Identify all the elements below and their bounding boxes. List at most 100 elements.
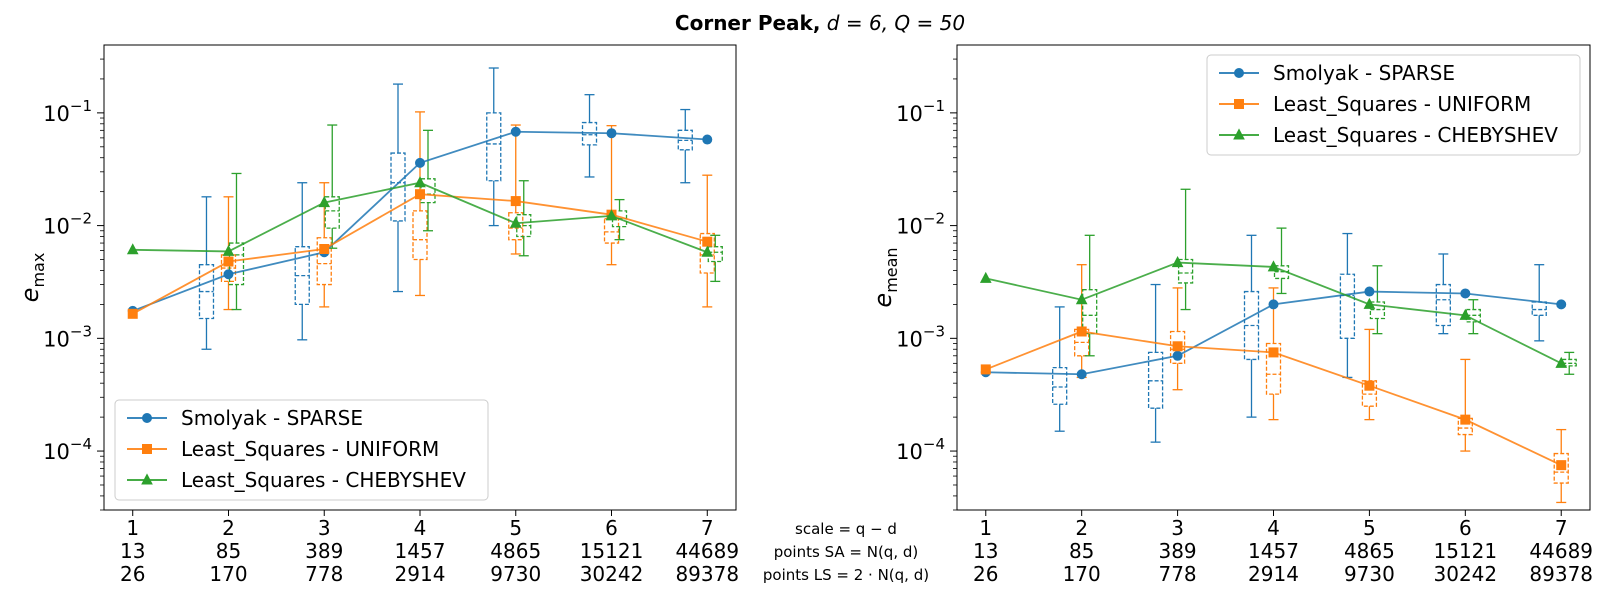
boxplot-uniform — [1361, 328, 1378, 421]
boxplot-chebyshev — [420, 129, 436, 232]
plot-frame — [956, 44, 1591, 511]
plot-frame — [103, 44, 737, 511]
x-tick-label-points-ls: 170 — [209, 562, 247, 586]
y-axis-label: emax — [16, 253, 48, 303]
legend: Smolyak - SPARSE Least_Squares - UNIFORM L… — [114, 399, 489, 501]
x-tick-label-points-ls: 778 — [305, 562, 343, 586]
x-tick-label-points-ls: 26 — [120, 562, 145, 586]
y-tick-exponent: −2 — [923, 210, 945, 228]
y-tick-label: 10−4 — [43, 435, 92, 464]
x-tick-label-scale: 5 — [1363, 516, 1376, 540]
legend-marker-sparse — [142, 413, 152, 423]
boxplot-uniform — [1169, 287, 1186, 391]
x-tick-label-points-sa: 4865 — [1344, 539, 1395, 563]
y-tick-base: 10 — [43, 440, 70, 464]
boxplot-chebyshev — [516, 180, 532, 257]
legend-label-chebyshev: Least_Squares - CHEBYSHEV — [1273, 123, 1558, 147]
boxplot-uniform — [1457, 358, 1473, 452]
y-tick-exponent: −3 — [923, 322, 945, 340]
data-point-chebyshev — [1459, 308, 1472, 320]
x-tick-label-points-sa: 15121 — [1434, 539, 1498, 563]
data-point-sparse — [1268, 299, 1279, 310]
boxplot-chebyshev — [324, 124, 340, 249]
boxplot-sparse — [677, 108, 693, 184]
y-tick-exponent: −4 — [70, 435, 92, 453]
boxplot-uniform — [508, 124, 524, 255]
y-tick-base: 10 — [896, 102, 923, 126]
boxplot-uniform — [316, 182, 332, 308]
x-tick-label-points-ls: 170 — [1063, 562, 1101, 586]
data-point-uniform — [1076, 326, 1087, 337]
x-tick-label-points-sa: 44689 — [1529, 539, 1593, 563]
legend-marker-uniform — [142, 444, 152, 454]
data-point-uniform — [980, 364, 991, 375]
y-tick-base: 10 — [896, 215, 923, 239]
box-iqr — [1082, 289, 1098, 335]
data-point-sparse — [223, 269, 234, 280]
y-tick-label: 10−1 — [43, 97, 92, 126]
x-tick-label-points-sa: 13 — [120, 539, 145, 563]
data-point-chebyshev — [701, 245, 714, 257]
data-point-sparse — [1172, 350, 1183, 361]
x-tick-label-scale: 1 — [126, 516, 139, 540]
data-point-sparse — [415, 157, 425, 168]
data-point-chebyshev — [509, 216, 522, 228]
legend: Smolyak - SPARSE Least_Squares - UNIFORM L… — [1206, 54, 1581, 156]
boxplot-chebyshev — [1177, 188, 1194, 311]
figure-title: Corner Peak, d = 6, Q = 50 — [675, 11, 965, 35]
x-tick-label-points-ls: 30242 — [1434, 562, 1498, 586]
data-point-sparse — [1460, 288, 1471, 299]
box-iqr — [1369, 301, 1386, 320]
chart-panel-1: 10−410−310−210−1emax11326285170338977841… — [16, 44, 739, 586]
boxplot-sparse — [1147, 283, 1164, 443]
data-point-chebyshev — [126, 243, 139, 255]
y-tick-exponent: −3 — [70, 322, 92, 340]
data-point-chebyshev — [605, 209, 618, 221]
box-iqr — [412, 210, 428, 261]
boxplot-chebyshev — [228, 172, 245, 311]
x-tick-label-scale: 7 — [1555, 516, 1568, 540]
x-tick-label-scale: 4 — [1267, 516, 1280, 540]
x-tick-label-scale: 2 — [1075, 516, 1088, 540]
legend-marker-chebyshev — [141, 473, 153, 485]
data-point-uniform — [127, 308, 138, 319]
data-point-uniform — [702, 236, 713, 247]
x-tick-label-scale: 7 — [701, 516, 714, 540]
y-tick-base: 10 — [896, 327, 923, 351]
center-label-points-ls: points LS = 2 · N(q, d) — [763, 566, 929, 584]
x-tick-label-points-ls: 2914 — [395, 562, 446, 586]
x-tick-label-points-ls: 89378 — [1529, 562, 1593, 586]
boxplot-sparse — [1052, 306, 1068, 432]
boxplot-uniform — [1553, 428, 1569, 504]
y-tick-label: 10−2 — [43, 210, 92, 239]
y-tick-exponent: −1 — [70, 97, 92, 115]
data-point-sparse — [1556, 299, 1567, 310]
x-tick-label-scale: 6 — [605, 516, 618, 540]
box-iqr — [390, 152, 406, 222]
box-iqr — [699, 232, 715, 274]
boxplot-chebyshev — [1369, 265, 1386, 335]
x-tick-label-points-sa: 15121 — [580, 539, 644, 563]
y-tick-base: 10 — [896, 440, 923, 464]
x-tick-label-points-sa: 13 — [973, 539, 998, 563]
y-tick-exponent: −2 — [70, 210, 92, 228]
legend-label-sparse: Smolyak - SPARSE — [1273, 61, 1455, 85]
box-iqr — [1265, 342, 1282, 395]
boxplot-sparse — [198, 196, 215, 350]
legend-marker-chebyshev — [1233, 128, 1245, 140]
boxplot-uniform — [603, 125, 620, 266]
boxplot-sparse — [1435, 253, 1451, 335]
x-tick-label-points-ls: 778 — [1158, 562, 1196, 586]
legend-label-uniform: Least_Squares - UNIFORM — [181, 437, 439, 461]
legend-marker-sparse — [1234, 68, 1244, 78]
y-axis-label-main: e — [869, 293, 897, 308]
x-tick-label-points-ls: 2914 — [1248, 562, 1299, 586]
data-point-sparse — [510, 126, 521, 137]
x-tick-label-scale: 2 — [222, 516, 235, 540]
center-label-points-sa: points SA = N(q, d) — [774, 543, 919, 561]
legend-box — [114, 399, 489, 501]
box-iqr — [1531, 301, 1547, 316]
y-tick-base: 10 — [43, 215, 70, 239]
